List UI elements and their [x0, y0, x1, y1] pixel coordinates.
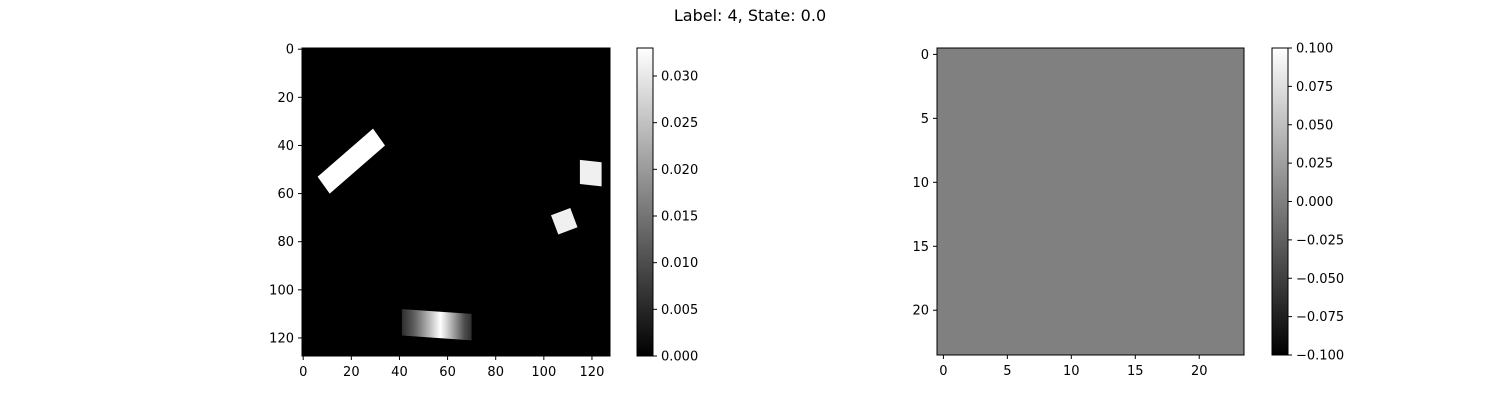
left-colorbar: 0.000 0.005 0.010 0.015 0.020 0.025 0.030	[636, 47, 698, 365]
colorbar-gradient	[637, 48, 653, 356]
x-tick-label: 15	[1127, 364, 1144, 379]
x-tick-label: 60	[439, 365, 456, 380]
colorbar-tick-label: 0.030	[661, 70, 698, 85]
y-tick-label: 100	[269, 283, 294, 298]
y-tick-label: 120	[269, 331, 294, 346]
colorbar-tick-label: −0.100	[1296, 349, 1344, 364]
y-tick-label: 80	[277, 235, 294, 250]
y-tick-label: 20	[912, 304, 929, 319]
x-tick-label: 80	[487, 365, 504, 380]
colorbar-tick-label: 0.010	[661, 256, 698, 271]
axes-frame	[301, 47, 611, 357]
y-tick-label: 10	[912, 176, 929, 191]
right-colorbar: −0.100 −0.075 −0.050 −0.025 0.000 0.025 0.050 0…	[1271, 42, 1344, 364]
colorbar-gradient	[1272, 48, 1288, 355]
right-heatmap-panel: 0 5 10 15 20 0 5 10 15 20	[912, 47, 1245, 379]
heatmap-object-square-right	[579, 159, 602, 187]
axes-frame	[936, 47, 1245, 356]
heatmap-background	[302, 48, 610, 356]
colorbar-frame	[636, 47, 654, 357]
heatmap-object-rotated-bar-upper-left	[317, 128, 385, 194]
heatmap-object-gradient-bar-bottom	[401, 309, 472, 341]
y-tick-label: 40	[277, 139, 294, 154]
x-tick-label: 0	[299, 365, 307, 380]
colorbar-tick-label: 0.005	[661, 303, 698, 318]
x-tick-label: 10	[1063, 364, 1080, 379]
colorbar-tick-label: 0.000	[661, 350, 698, 365]
colorbar-tick-label: 0.015	[661, 210, 698, 225]
x-tick-label: 40	[391, 365, 408, 380]
y-tick-label: 0	[286, 43, 294, 58]
colorbar-tick-label: 0.020	[661, 163, 698, 178]
x-tick-label: 0	[939, 364, 947, 379]
y-tick-label: 20	[277, 91, 294, 106]
x-tick-label: 100	[531, 365, 556, 380]
left-heatmap-panel: 0 20 40 60 80 100 120 0 20 40 60 80 100 120	[269, 43, 611, 380]
colorbar-tick-label: 0.025	[1296, 157, 1333, 172]
heatmap-background	[937, 48, 1244, 355]
colorbar-tick-label: 0.050	[1296, 118, 1333, 133]
figure-suptitle: Label: 4, State: 0.0	[674, 6, 826, 25]
y-tick-label: 60	[277, 187, 294, 202]
y-tick-label: 5	[921, 112, 929, 127]
x-tick-label: 20	[343, 365, 360, 380]
x-tick-label: 20	[1191, 364, 1208, 379]
colorbar-tick-label: −0.025	[1296, 233, 1344, 248]
colorbar-tick-label: −0.075	[1296, 310, 1344, 325]
y-tick-label: 0	[921, 48, 929, 63]
colorbar-tick-label: 0.000	[1296, 195, 1333, 210]
colorbar-tick-label: 0.025	[661, 116, 698, 131]
colorbar-tick-label: −0.050	[1296, 272, 1344, 287]
colorbar-tick-label: 0.100	[1296, 42, 1333, 57]
x-tick-label: 5	[1003, 364, 1011, 379]
y-tick-label: 15	[912, 240, 929, 255]
x-tick-label: 120	[580, 365, 605, 380]
heatmap-object-square-lower-right	[551, 208, 578, 235]
colorbar-tick-label: 0.075	[1296, 80, 1333, 95]
